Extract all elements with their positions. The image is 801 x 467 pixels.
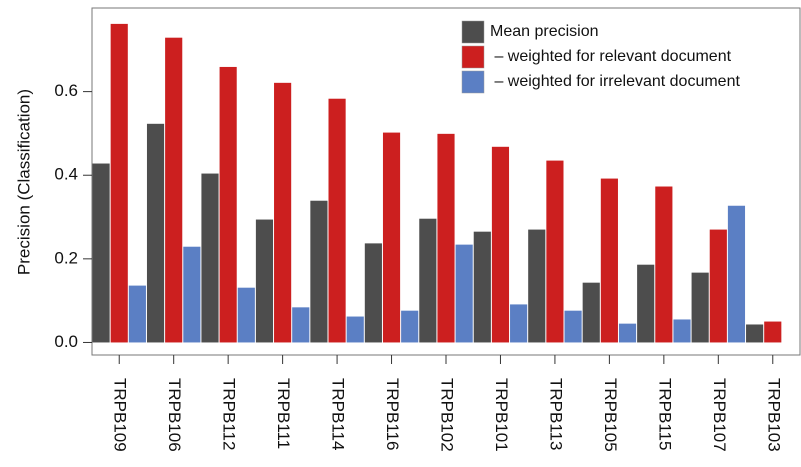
bar <box>274 82 292 343</box>
bar <box>528 229 546 343</box>
x-tick-label: TRPB113 <box>546 378 565 450</box>
bar <box>219 66 237 343</box>
bar <box>709 229 727 343</box>
legend-swatch <box>461 70 485 94</box>
bar <box>618 323 637 343</box>
bar <box>346 316 364 343</box>
bar <box>673 319 691 343</box>
legend-label: – weighted for irrelevant document <box>490 73 740 90</box>
bar <box>255 219 274 343</box>
bar <box>310 200 328 343</box>
bar <box>491 146 510 343</box>
bar <box>510 304 528 343</box>
bar <box>401 310 419 343</box>
x-tick-label: TRPB111 <box>274 378 293 449</box>
legend-label: – weighted for relevant document <box>490 48 732 65</box>
bar <box>128 285 146 343</box>
bar <box>165 37 183 343</box>
x-tick-label: TRPB114 <box>329 378 348 450</box>
x-tick-label: TRPB102 <box>438 378 457 452</box>
x-tick-label: TRPB115 <box>655 378 674 450</box>
x-tick-label: TRPB103 <box>764 378 783 452</box>
bar <box>582 282 600 343</box>
bar <box>655 186 673 343</box>
y-tick-label: 0.4 <box>54 165 78 184</box>
x-tick-label: TRPB112 <box>220 378 239 450</box>
bar <box>328 98 346 343</box>
legend-label: Mean precision <box>490 23 599 40</box>
x-tick-label: TRPB107 <box>710 378 729 452</box>
legend-swatch <box>461 45 485 69</box>
bar <box>727 205 746 343</box>
bar <box>437 133 455 343</box>
bar <box>691 272 709 343</box>
bar <box>600 178 618 343</box>
bar <box>764 321 782 343</box>
x-tick-label: TRPB105 <box>601 378 620 452</box>
bar <box>183 246 201 343</box>
bar <box>419 218 437 343</box>
x-tick-label: TRPB106 <box>165 378 184 452</box>
y-tick-label: 0.6 <box>54 81 78 100</box>
x-tick-label: TRPB109 <box>111 378 130 452</box>
bar <box>292 307 310 343</box>
x-tick-label: TRPB116 <box>383 378 402 450</box>
y-tick-label: 0.2 <box>54 248 78 267</box>
bar <box>564 310 582 343</box>
x-tick-label: TRPB101 <box>492 378 511 452</box>
bar <box>382 132 401 343</box>
bar <box>455 244 473 343</box>
bar <box>237 287 255 343</box>
bar <box>637 264 655 343</box>
bar <box>92 163 110 343</box>
bar <box>146 123 165 343</box>
bar <box>746 324 764 343</box>
bar <box>473 231 491 343</box>
y-tick-label: 0.0 <box>54 332 78 351</box>
bar <box>364 243 382 343</box>
bar <box>546 160 564 343</box>
legend-swatch <box>461 20 485 44</box>
bar <box>201 173 219 343</box>
y-axis-label: Precision (Classification) <box>14 89 33 275</box>
bar <box>110 23 128 343</box>
